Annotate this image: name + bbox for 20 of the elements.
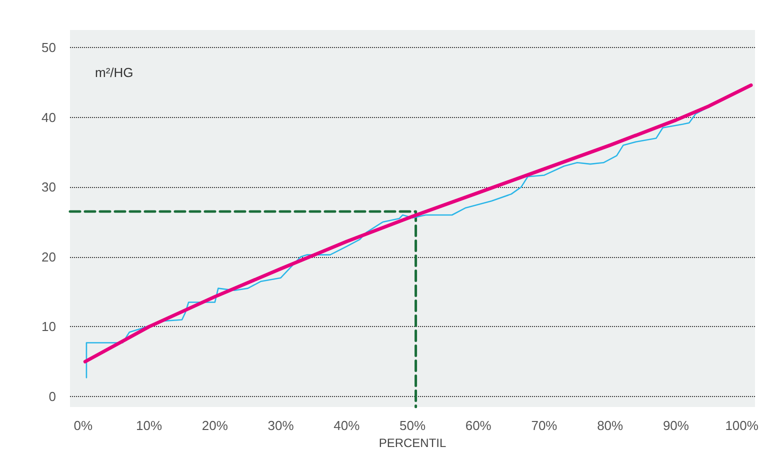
x-axis-title: PERCENTIL (378, 436, 446, 450)
x-tick-label: 60% (465, 418, 492, 433)
y-tick-label: 30 (42, 180, 56, 195)
x-tick-label: 30% (268, 418, 294, 433)
x-tick-label: 90% (662, 418, 690, 433)
y-tick-label: 50 (42, 40, 56, 55)
x-tick-label: 40% (334, 418, 360, 433)
line-series (83, 83, 753, 364)
y-axis-title: m²/HG (95, 65, 134, 80)
y-tick-label: 40 (42, 110, 56, 125)
x-tick-label: 70% (531, 418, 558, 433)
x-tick-label: 10% (136, 418, 162, 433)
x-tick-label: 80% (597, 418, 624, 433)
y-tick-label: 10 (42, 319, 56, 334)
x-tick-label: 50% (399, 418, 426, 433)
y-tick-label: 20 (42, 249, 56, 264)
y-tick-label: 0 (48, 389, 56, 404)
x-tick-label: 20% (202, 418, 228, 433)
x-tick-label: 0% (74, 418, 94, 433)
x-tick-label: 100% (725, 418, 759, 433)
